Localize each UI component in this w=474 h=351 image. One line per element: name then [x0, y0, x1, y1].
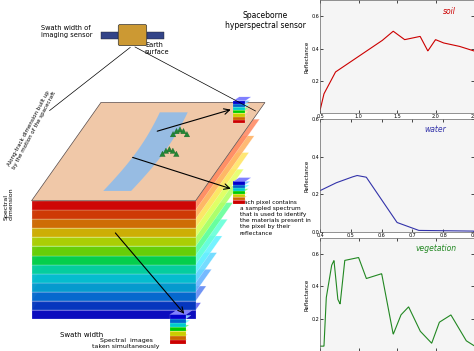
Y-axis label: Reflectance: Reflectance	[305, 159, 310, 192]
Polygon shape	[233, 191, 246, 194]
Polygon shape	[32, 219, 196, 228]
Polygon shape	[174, 128, 179, 134]
Polygon shape	[170, 336, 186, 340]
Polygon shape	[32, 201, 196, 210]
Polygon shape	[170, 148, 176, 153]
Text: Swath width of
imaging sensor: Swath width of imaging sensor	[41, 25, 92, 38]
Text: Spaceborne
hyperspectral sensor: Spaceborne hyperspectral sensor	[225, 11, 305, 30]
Polygon shape	[170, 330, 189, 331]
Polygon shape	[170, 320, 190, 323]
Polygon shape	[233, 112, 248, 113]
Polygon shape	[32, 256, 196, 265]
Polygon shape	[233, 197, 246, 200]
Polygon shape	[32, 228, 196, 237]
Text: Earth
surface: Earth surface	[145, 42, 170, 55]
Text: Spectral
dimension: Spectral dimension	[3, 187, 14, 220]
Polygon shape	[167, 146, 172, 152]
Text: Along-track dimension built up
by the motion of the spacecraft: Along-track dimension built up by the mo…	[6, 88, 57, 170]
Polygon shape	[163, 148, 169, 153]
Text: Each pixel contains
a sampled spectrum
that is used to identify
the materials pr: Each pixel contains a sampled spectrum t…	[240, 200, 310, 236]
Polygon shape	[32, 210, 196, 219]
Polygon shape	[170, 339, 187, 340]
Polygon shape	[170, 325, 189, 327]
Polygon shape	[32, 265, 196, 274]
Polygon shape	[32, 292, 196, 301]
Polygon shape	[32, 301, 196, 310]
Polygon shape	[233, 120, 246, 123]
Polygon shape	[170, 335, 188, 336]
Polygon shape	[233, 110, 246, 113]
Polygon shape	[146, 32, 164, 39]
Text: Swath width: Swath width	[60, 332, 104, 338]
Polygon shape	[32, 102, 265, 201]
Polygon shape	[233, 185, 249, 188]
Polygon shape	[32, 119, 260, 210]
Polygon shape	[233, 113, 246, 117]
Polygon shape	[32, 253, 217, 283]
Polygon shape	[32, 136, 254, 219]
Polygon shape	[32, 203, 233, 256]
Polygon shape	[170, 319, 186, 323]
Y-axis label: Reflectance: Reflectance	[305, 40, 310, 73]
Polygon shape	[170, 340, 186, 344]
Polygon shape	[170, 311, 192, 314]
Polygon shape	[233, 104, 249, 107]
Polygon shape	[173, 151, 179, 157]
Polygon shape	[170, 132, 176, 137]
Polygon shape	[170, 314, 186, 319]
Polygon shape	[32, 236, 222, 274]
Polygon shape	[233, 185, 246, 188]
Text: Spectral  images
taken simultaneously: Spectral images taken simultaneously	[92, 338, 160, 349]
Polygon shape	[103, 112, 188, 191]
Polygon shape	[233, 104, 246, 107]
Polygon shape	[170, 316, 191, 319]
Polygon shape	[233, 107, 246, 110]
Polygon shape	[32, 269, 211, 292]
Polygon shape	[233, 188, 246, 191]
X-axis label: Wavelength (Micrometers): Wavelength (Micrometers)	[362, 240, 432, 245]
Polygon shape	[32, 237, 196, 246]
Polygon shape	[233, 117, 246, 120]
Polygon shape	[233, 115, 247, 117]
Polygon shape	[233, 192, 248, 194]
Polygon shape	[101, 32, 118, 39]
Polygon shape	[32, 274, 196, 283]
Polygon shape	[233, 108, 249, 110]
Polygon shape	[233, 101, 246, 104]
Polygon shape	[233, 178, 251, 181]
Polygon shape	[233, 181, 246, 185]
Polygon shape	[32, 286, 206, 301]
Polygon shape	[181, 128, 186, 134]
Y-axis label: Reflectance: Reflectance	[305, 278, 310, 311]
Polygon shape	[32, 169, 244, 237]
Text: water: water	[425, 125, 447, 134]
Polygon shape	[160, 151, 165, 157]
Polygon shape	[184, 132, 190, 137]
Text: soil: soil	[443, 7, 456, 15]
X-axis label: Wavelength (Micrometers): Wavelength (Micrometers)	[362, 121, 432, 126]
Polygon shape	[233, 200, 246, 204]
Polygon shape	[32, 219, 228, 265]
Polygon shape	[32, 102, 265, 201]
Polygon shape	[32, 186, 238, 246]
Polygon shape	[32, 303, 201, 310]
Polygon shape	[177, 127, 183, 132]
Polygon shape	[170, 323, 186, 327]
Polygon shape	[233, 196, 247, 197]
Polygon shape	[32, 246, 196, 256]
Polygon shape	[233, 101, 250, 104]
Polygon shape	[233, 194, 246, 197]
Text: vegetation: vegetation	[416, 244, 456, 253]
FancyBboxPatch shape	[118, 25, 146, 46]
Polygon shape	[32, 153, 249, 228]
Polygon shape	[233, 119, 246, 120]
Polygon shape	[170, 331, 186, 336]
Polygon shape	[233, 189, 249, 191]
Polygon shape	[233, 97, 251, 101]
Polygon shape	[32, 310, 196, 319]
Polygon shape	[32, 283, 196, 292]
Polygon shape	[170, 327, 186, 331]
Polygon shape	[233, 181, 250, 185]
